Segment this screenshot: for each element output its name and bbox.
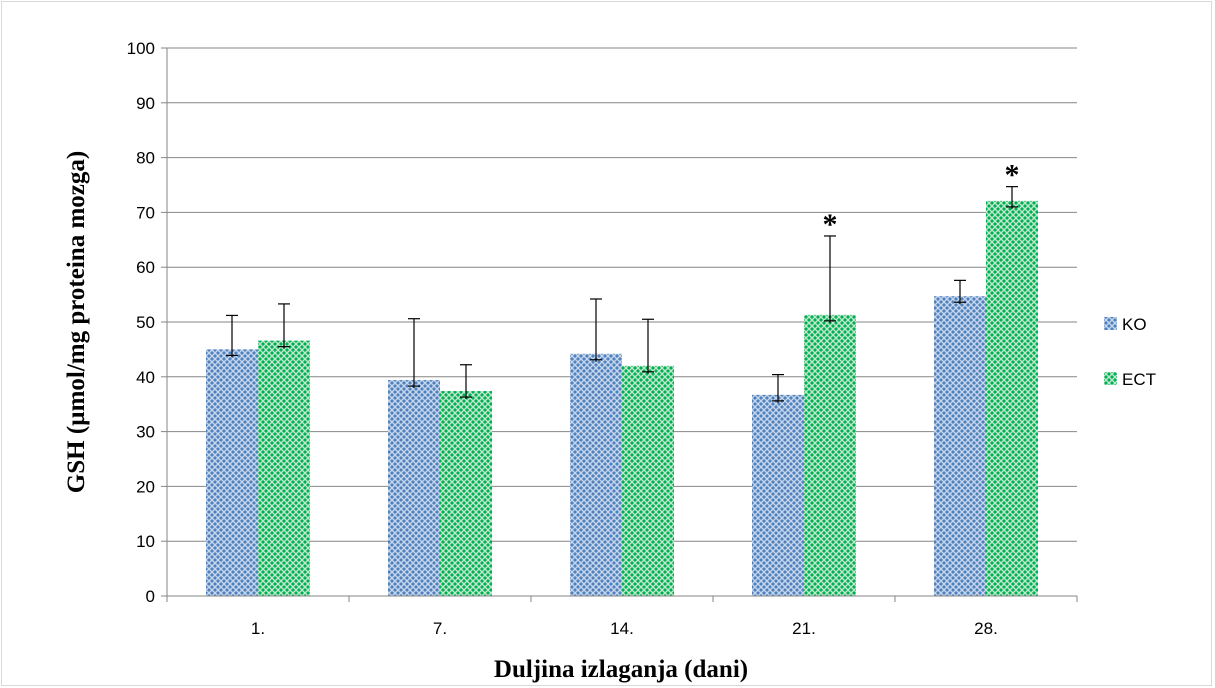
- bar-ect: [440, 391, 492, 596]
- y-tick-label: 10: [136, 532, 155, 551]
- bar-ect: [986, 201, 1038, 596]
- y-tick-label: 50: [136, 313, 155, 332]
- legend-swatch-ect: [1104, 372, 1117, 385]
- y-tick-label: 70: [136, 203, 155, 222]
- bar-ect: [804, 315, 856, 596]
- y-tick-label: 30: [136, 423, 155, 442]
- x-tick-label: 28.: [974, 619, 998, 638]
- bar-ko: [206, 349, 258, 596]
- bar-ko: [934, 296, 986, 596]
- y-tick-label: 60: [136, 258, 155, 277]
- x-tick-label: 14.: [610, 619, 634, 638]
- y-tick-label: 40: [136, 368, 155, 387]
- y-tick-label: 0: [146, 587, 155, 606]
- y-tick-label: 90: [136, 94, 155, 113]
- y-tick-label: 100: [127, 39, 155, 58]
- significance-mark: *: [823, 208, 838, 241]
- x-tick-label: 21.: [792, 619, 816, 638]
- bars: [206, 201, 1038, 596]
- significance-mark: *: [1005, 159, 1020, 192]
- bar-ko: [388, 380, 440, 596]
- bar-ect: [622, 366, 674, 596]
- legend-swatch-ko: [1104, 317, 1117, 330]
- x-axis-title: Duljina izlaganja (dani): [494, 656, 748, 683]
- legend: KO ECT: [1104, 315, 1156, 389]
- x-tick-label: 7.: [433, 619, 447, 638]
- y-tick-label: 20: [136, 477, 155, 496]
- y-tick-label: 80: [136, 149, 155, 168]
- x-tick-label: 1.: [251, 619, 265, 638]
- bar-ko: [570, 354, 622, 596]
- bar-ko: [752, 395, 804, 596]
- legend-label-ect: ECT: [1122, 370, 1156, 389]
- bar-ect: [258, 341, 310, 596]
- legend-label-ko: KO: [1122, 315, 1147, 334]
- y-axis-title: GSH (µmol/mg proteina mozga): [63, 151, 90, 493]
